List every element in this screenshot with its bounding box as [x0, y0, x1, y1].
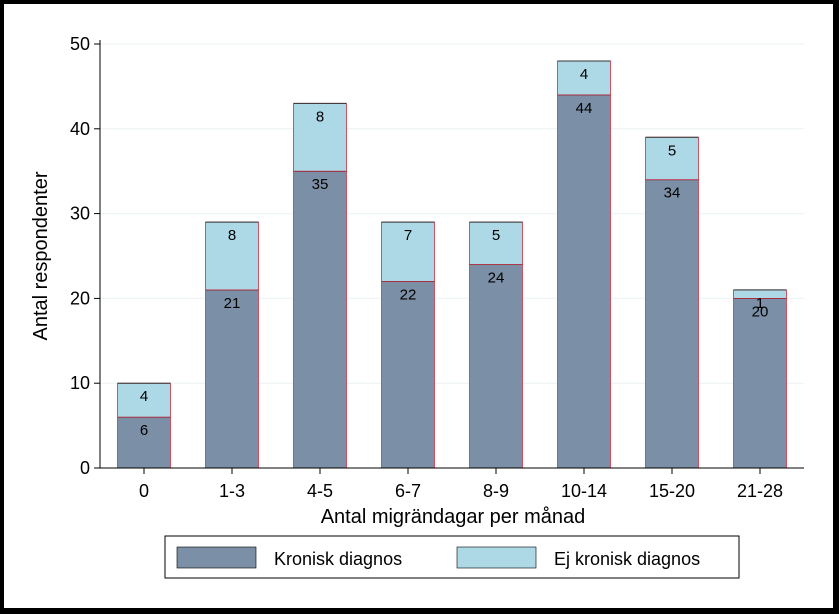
- bar-kronisk: [117, 416, 171, 469]
- y-axis-title: Antal respondenter: [30, 171, 52, 340]
- legend-label-kronisk: Kronisk diagnos: [274, 549, 402, 569]
- bar-ej-kronisk: [117, 382, 171, 418]
- bar-kronisk: [733, 297, 787, 469]
- legend-box: [164, 535, 740, 579]
- legend-swatch-kronisk: [176, 546, 257, 569]
- chart-frame: 6 4 21 8 35 8 22 7 24 5 44 4 34 5 20 1 0 10 20 30 40 50 0 1-3 4…: [4, 4, 833, 608]
- bar-kronisk: [469, 264, 523, 469]
- y-tick-label: 50: [70, 34, 90, 54]
- x-tick-label: 4-5: [307, 481, 333, 501]
- bar-ej-kronisk: [469, 221, 523, 265]
- data-label: 1: [756, 295, 764, 312]
- data-label: 8: [228, 227, 236, 244]
- bar-ej-kronisk: [205, 221, 259, 291]
- data-label: 7: [404, 227, 412, 244]
- x-tick-label: 8-9: [483, 481, 509, 501]
- data-label: 6: [140, 422, 148, 439]
- y-tick-label: 30: [70, 204, 90, 224]
- bar-kronisk: [205, 289, 259, 469]
- legend: Kronisk diagnos Ej kronisk diagnos: [164, 535, 740, 579]
- legend-label-ej-kronisk: Ej kronisk diagnos: [554, 549, 700, 569]
- y-tick-label: 10: [70, 373, 90, 393]
- axes: 0 10 20 30 40 50 0 1-3 4-5 6-7 8-9 10-14 15-20 21-28: [70, 34, 804, 501]
- data-label: 22: [400, 286, 417, 303]
- legend-swatch-ej-kronisk: [456, 546, 537, 569]
- y-tick-label: 40: [70, 119, 90, 139]
- data-label: 5: [492, 227, 500, 244]
- data-label: 21: [224, 295, 241, 312]
- data-label: 5: [668, 142, 676, 159]
- y-tick-label: 0: [80, 458, 90, 478]
- data-label: 44: [576, 100, 593, 117]
- bar-kronisk: [381, 281, 435, 469]
- x-tick-label: 21-28: [737, 481, 783, 501]
- bar-ej-kronisk: [293, 102, 347, 172]
- x-tick-label: 6-7: [395, 481, 421, 501]
- x-tick-label: 10-14: [561, 481, 607, 501]
- data-label: 24: [488, 269, 505, 286]
- y-tick-label: 20: [70, 288, 90, 308]
- data-label: 20: [752, 303, 769, 320]
- bar-kronisk: [645, 179, 699, 469]
- bars: [117, 60, 787, 469]
- data-label: 34: [664, 185, 681, 202]
- data-label: 4: [140, 388, 148, 405]
- bar-kronisk: [557, 94, 611, 469]
- x-axis-title: Antal migrändagar per månad: [321, 506, 586, 528]
- data-label: 4: [580, 66, 588, 83]
- x-tick-label: 15-20: [649, 481, 695, 501]
- data-label: 8: [316, 108, 324, 125]
- x-tick-label: 0: [139, 481, 149, 501]
- x-tick-label: 1-3: [219, 481, 245, 501]
- bar-ej-kronisk: [381, 221, 435, 282]
- bar-ej-kronisk: [645, 136, 699, 181]
- bar-kronisk: [293, 170, 347, 469]
- data-label: 35: [312, 176, 329, 193]
